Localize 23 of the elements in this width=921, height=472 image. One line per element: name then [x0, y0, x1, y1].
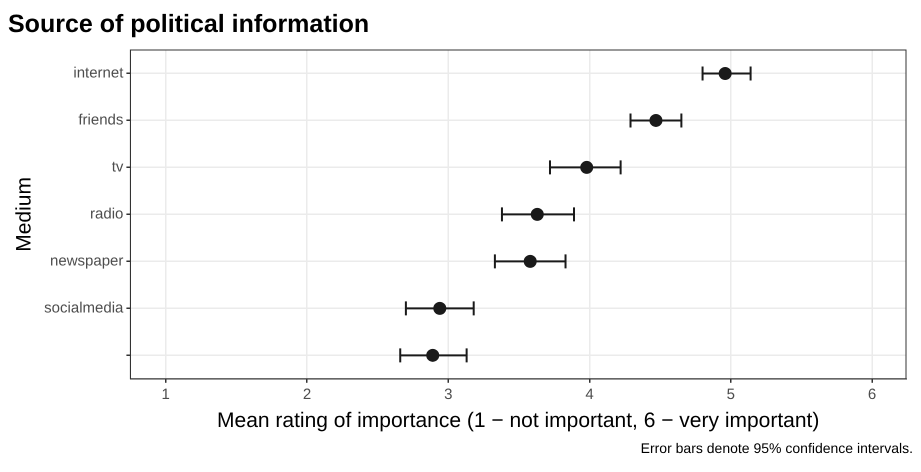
point — [718, 66, 732, 80]
y-tick-label: newspaper — [50, 252, 124, 270]
x-tick-label: 3 — [444, 386, 452, 403]
y-axis-title: Medium — [12, 177, 36, 252]
point — [524, 254, 537, 268]
x-tick-label: 1 — [162, 386, 170, 403]
x-axis-title: Mean rating of importance (1 − not important, 6 − very important) — [217, 409, 820, 432]
y-tick-label: tv — [112, 158, 124, 176]
chart-title: Source of political information — [8, 10, 370, 38]
x-tick-label: 6 — [868, 386, 876, 403]
x-tick-label: 2 — [302, 386, 312, 403]
point — [530, 208, 544, 221]
y-tick-label: radio — [90, 206, 124, 223]
y-tick-label: internet — [73, 64, 124, 82]
y-tick-label: friends — [78, 112, 124, 129]
point — [433, 302, 446, 315]
point — [580, 160, 594, 174]
text: Error bars denote 95% confidence intervals. — [640, 440, 913, 456]
point — [649, 114, 662, 127]
point — [426, 348, 440, 362]
x-tick-label: 5 — [726, 386, 735, 403]
y-tick-label: socialmedia — [44, 299, 124, 316]
x-tick-label: 4 — [585, 386, 594, 403]
